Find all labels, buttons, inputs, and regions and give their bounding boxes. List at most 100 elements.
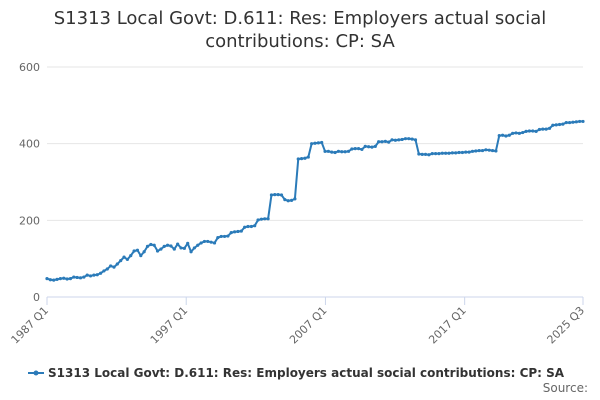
data-point[interactable]: [199, 241, 203, 245]
data-point[interactable]: [524, 129, 528, 133]
data-point[interactable]: [531, 129, 535, 133]
data-point[interactable]: [434, 152, 438, 156]
data-point[interactable]: [85, 273, 89, 277]
data-point[interactable]: [189, 250, 193, 254]
data-point[interactable]: [413, 138, 418, 142]
data-point[interactable]: [551, 123, 555, 127]
data-point[interactable]: [88, 274, 93, 278]
data-point[interactable]: [92, 273, 96, 277]
data-point[interactable]: [504, 134, 508, 138]
data-point[interactable]: [45, 277, 49, 281]
data-point[interactable]: [112, 265, 116, 269]
data-point[interactable]: [82, 275, 86, 279]
data-point[interactable]: [259, 217, 263, 221]
data-point[interactable]: [507, 133, 511, 137]
data-point[interactable]: [320, 140, 324, 145]
data-point[interactable]: [55, 277, 59, 281]
data-point[interactable]: [159, 247, 163, 251]
data-point[interactable]: [417, 152, 421, 156]
data-point[interactable]: [356, 147, 361, 151]
data-point[interactable]: [216, 235, 220, 240]
data-point[interactable]: [65, 277, 69, 281]
data-point[interactable]: [296, 157, 300, 161]
data-point[interactable]: [346, 149, 351, 153]
data-point[interactable]: [139, 254, 143, 258]
data-point[interactable]: [72, 275, 76, 279]
data-point[interactable]: [554, 123, 558, 127]
data-point[interactable]: [105, 267, 109, 271]
data-point[interactable]: [534, 129, 538, 133]
data-point[interactable]: [420, 152, 424, 156]
data-point[interactable]: [367, 145, 371, 149]
data-point[interactable]: [470, 149, 475, 153]
data-point[interactable]: [222, 234, 227, 239]
data-point[interactable]: [122, 255, 126, 259]
data-point[interactable]: [444, 151, 448, 155]
data-point[interactable]: [547, 126, 552, 130]
data-point[interactable]: [206, 239, 210, 244]
data-point[interactable]: [286, 199, 290, 203]
data-point[interactable]: [430, 152, 434, 156]
data-point[interactable]: [145, 244, 150, 248]
data-point[interactable]: [497, 134, 501, 138]
data-point[interactable]: [494, 149, 498, 153]
data-point[interactable]: [229, 231, 233, 235]
data-point[interactable]: [192, 246, 196, 250]
data-point[interactable]: [300, 157, 304, 161]
data-point[interactable]: [129, 254, 133, 258]
data-point[interactable]: [102, 269, 106, 273]
data-point[interactable]: [212, 241, 217, 245]
data-point[interactable]: [561, 122, 565, 126]
data-point[interactable]: [330, 150, 334, 154]
data-point[interactable]: [253, 224, 257, 228]
data-point[interactable]: [243, 225, 247, 229]
data-point[interactable]: [62, 276, 66, 280]
data-point[interactable]: [490, 148, 495, 153]
data-point[interactable]: [557, 122, 562, 127]
data-point[interactable]: [370, 145, 374, 149]
data-point[interactable]: [440, 151, 444, 155]
data-point[interactable]: [289, 198, 294, 202]
data-point[interactable]: [182, 246, 186, 250]
data-point[interactable]: [564, 120, 568, 125]
data-point[interactable]: [283, 198, 287, 202]
data-point[interactable]: [477, 148, 481, 153]
data-point[interactable]: [152, 243, 156, 247]
data-point[interactable]: [142, 250, 146, 254]
data-point[interactable]: [125, 257, 129, 262]
data-point[interactable]: [343, 150, 347, 154]
data-point[interactable]: [306, 155, 310, 159]
data-point[interactable]: [333, 150, 337, 155]
data-point[interactable]: [571, 120, 575, 124]
data-point[interactable]: [527, 129, 532, 133]
data-point[interactable]: [521, 130, 525, 135]
data-point[interactable]: [350, 147, 354, 151]
data-point[interactable]: [403, 137, 408, 141]
data-point[interactable]: [78, 276, 83, 280]
data-point[interactable]: [501, 133, 505, 137]
data-point[interactable]: [99, 271, 103, 275]
data-point[interactable]: [336, 149, 341, 153]
data-point[interactable]: [169, 244, 173, 248]
data-point[interactable]: [400, 137, 404, 142]
data-point[interactable]: [95, 273, 99, 277]
data-point[interactable]: [109, 264, 113, 268]
data-point[interactable]: [276, 193, 280, 197]
data-point[interactable]: [166, 243, 170, 247]
data-point[interactable]: [293, 197, 297, 201]
data-point[interactable]: [132, 249, 136, 253]
data-point[interactable]: [266, 217, 270, 221]
data-point[interactable]: [464, 150, 468, 154]
data-point[interactable]: [246, 224, 250, 229]
data-point[interactable]: [172, 247, 176, 251]
legend[interactable]: S1313 Local Govt: D.611: Res: Employers …: [28, 366, 565, 380]
data-point[interactable]: [353, 147, 357, 151]
data-point[interactable]: [397, 138, 401, 142]
data-point[interactable]: [360, 147, 364, 152]
data-point[interactable]: [323, 149, 327, 153]
data-point[interactable]: [383, 139, 387, 143]
data-point[interactable]: [303, 156, 307, 160]
data-point[interactable]: [115, 262, 119, 266]
data-point[interactable]: [578, 119, 582, 124]
data-point[interactable]: [273, 193, 277, 197]
